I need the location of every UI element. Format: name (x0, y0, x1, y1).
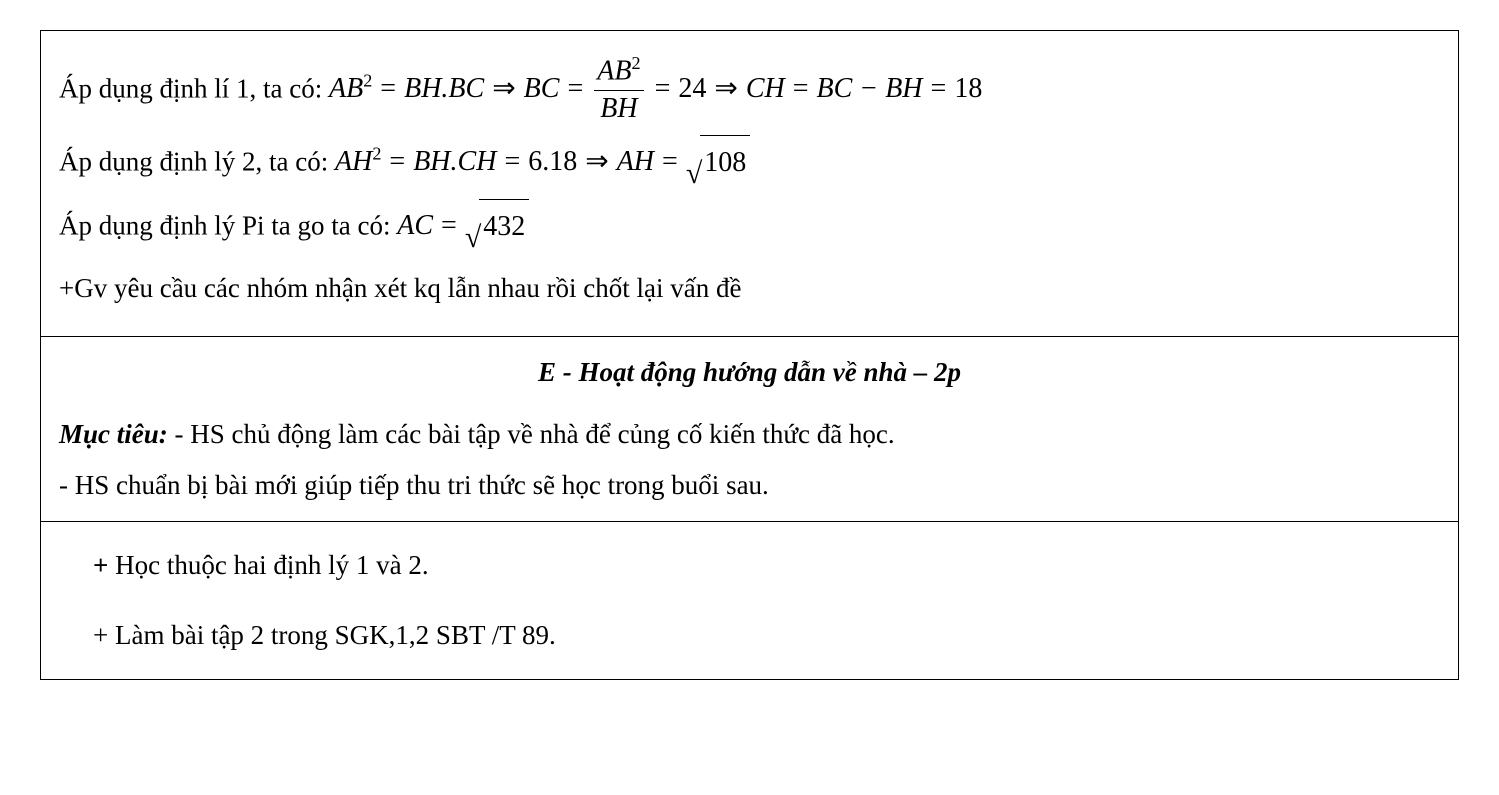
homework-cell: + Học thuộc hai định lý 1 và 2. + Làm bà… (41, 522, 1459, 680)
eq2-sqrt-val: 108 (700, 135, 750, 189)
solution-line-2: Áp dụng định lý 2, ta có: AH2 = BH.CH = … (59, 135, 1440, 189)
equals-sign: = (929, 62, 949, 115)
eq1-rhs1: BH.BC (404, 62, 484, 115)
equals-sign: = (565, 62, 585, 115)
implies-arrow: ⇒ (712, 62, 739, 115)
implies-arrow: ⇒ (583, 135, 610, 188)
eq1-frac-num-sup: 2 (631, 53, 640, 73)
section-e-cell: E - Hoạt động hướng dẫn về nhà – 2p Mục … (41, 337, 1459, 522)
muc-tieu-1: - HS chủ động làm các bài tập về nhà để … (168, 419, 895, 449)
solution-cell: Áp dụng định lí 1, ta có: AB2 = BH.BC ⇒ … (41, 31, 1459, 337)
eq1-fraction: AB2 BH (591, 53, 646, 125)
muc-tieu-2: - HS chuẩn bị bài mới giúp tiếp thu tri … (59, 470, 769, 500)
equals-sign: = (502, 135, 522, 188)
eq2-rhs1-val: 6.18 (528, 135, 577, 188)
line1-prefix: Áp dụng định lí 1, ta có: (59, 73, 329, 103)
eq2-lhs-base: AH (335, 146, 372, 177)
hw1-text: Học thuộc hai định lý 1 và 2. (108, 550, 428, 580)
eq2-ah: AH (617, 135, 654, 188)
homework-item-2: + Làm bài tập 2 trong SGK,1,2 SBT /T 89. (59, 610, 1440, 661)
solution-line-1: Áp dụng định lí 1, ta có: AB2 = BH.BC ⇒ … (59, 53, 1440, 125)
solution-line-4: +Gv yêu cầu các nhóm nhận xét kq lẫn nha… (59, 263, 1440, 314)
solution-line-3: Áp dụng định lý Pi ta go ta có: AC = √ 4… (59, 199, 1440, 253)
eq1-lhs-sup: 2 (363, 71, 372, 91)
section-e-title: E - Hoạt động hướng dẫn về nhà – 2p (59, 347, 1440, 398)
equals-sign: = (660, 135, 680, 188)
gv-note: +Gv yêu cầu các nhóm nhận xét kq lẫn nha… (59, 273, 742, 303)
line3-prefix: Áp dụng định lý Pi ta go ta có: (59, 210, 397, 240)
eq2-rhs1: BH.CH (413, 135, 496, 188)
equals-sign: = (387, 135, 407, 188)
eq1-val1: 24 (678, 62, 706, 115)
eq1-val2: 18 (954, 62, 982, 115)
eq3-sqrt: √ 432 (465, 199, 529, 253)
hw2-text: + Làm bài tập 2 trong SGK,1,2 SBT /T 89. (93, 620, 556, 650)
implies-arrow: ⇒ (490, 62, 517, 115)
muc-tieu-line-1: Mục tiêu: - HS chủ động làm các bài tập … (59, 409, 1440, 460)
equals-sign: = (791, 62, 811, 115)
eq2-sqrt: √ 108 (686, 135, 750, 189)
muc-tieu-label: Mục tiêu: (59, 419, 168, 449)
equals-sign: = (439, 199, 459, 252)
eq3-sqrt-val: 432 (479, 199, 529, 253)
equation-2: AH2 = BH.CH = 6.18 ⇒ AH = √ 108 (335, 135, 750, 189)
content-table: Áp dụng định lí 1, ta có: AB2 = BH.BC ⇒ … (40, 30, 1459, 680)
muc-tieu-line-2: - HS chuẩn bị bài mới giúp tiếp thu tri … (59, 460, 1440, 511)
eq1-frac-den: BH (594, 90, 643, 125)
homework-item-1: + Học thuộc hai định lý 1 và 2. (59, 540, 1440, 591)
eq1-frac-num-base: AB (597, 55, 631, 86)
eq1-lhs-base: AB (329, 73, 363, 104)
page: Áp dụng định lí 1, ta có: AB2 = BH.BC ⇒ … (0, 0, 1499, 795)
line2-prefix: Áp dụng định lý 2, ta có: (59, 146, 335, 176)
equation-3: AC = √ 432 (397, 199, 529, 253)
eq1-bc: BC (524, 62, 560, 115)
eq1-bc-minus-bh: BC − BH (817, 62, 923, 115)
equals-sign: = (378, 62, 398, 115)
equals-sign: = (653, 62, 673, 115)
eq2-lhs-sup: 2 (372, 144, 381, 164)
eq3-lhs: AC (397, 199, 433, 252)
eq1-ch: CH (746, 62, 785, 115)
equation-1: AB2 = BH.BC ⇒ BC = AB2 BH = 24 ⇒ CH (329, 53, 982, 125)
hw1-plus: + (93, 550, 108, 580)
